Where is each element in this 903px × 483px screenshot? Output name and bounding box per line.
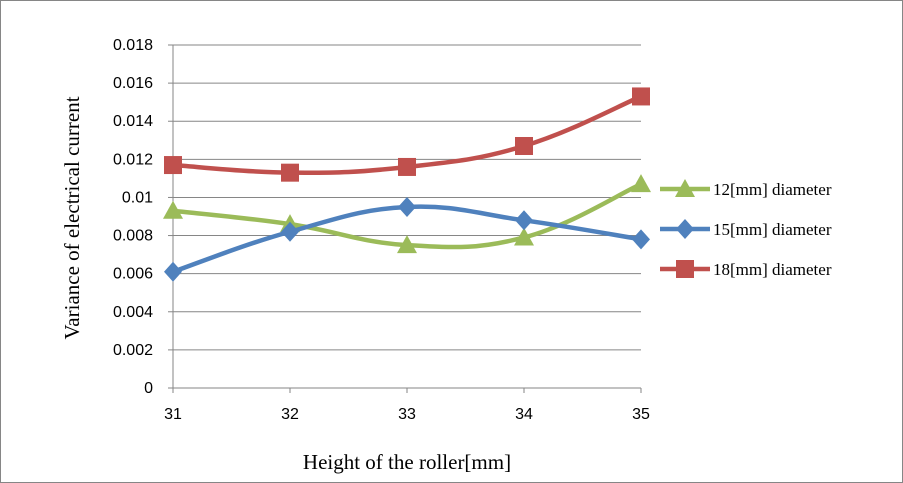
legend: 12[mm] diameter 15[mm] diameter 18[mm] dia… [660,179,832,279]
y-tick-label: 0.014 [113,113,153,130]
data-point [163,200,183,219]
y-axis-title: Variance of electrical current [60,96,84,339]
legend-marker [675,179,695,197]
data-point [164,261,182,282]
legend-label: 15[mm] diameter [713,220,832,239]
data-point [515,136,533,155]
legend-entry: 12[mm] diameter [660,179,832,199]
y-tick-label: 0.008 [113,228,153,245]
legend-marker [676,219,694,239]
y-tick-label: 0.002 [113,342,153,359]
data-point [281,163,299,182]
x-tick-label: 35 [632,406,650,423]
x-tick-labels: 31 32 33 34 35 [164,406,650,423]
x-axis-title: Height of the roller[mm] [303,450,511,474]
data-point [164,156,182,175]
y-tick-label: 0.016 [113,75,153,92]
data-point [397,235,417,254]
y-tick-label: 0.018 [113,37,153,54]
y-tick-label: 0.006 [113,266,153,283]
y-tick-labels: 0 0.002 0.004 0.006 0.008 0.01 0.012 0.014 0.016… [113,37,153,397]
data-point [514,227,534,246]
y-tick-label: 0.004 [113,304,153,321]
data-point [632,87,650,106]
data-point [281,221,299,242]
x-tick-label: 31 [164,406,182,423]
series-3 [164,87,650,182]
series-2 [164,196,650,282]
legend-label: 18[mm] diameter [713,260,832,279]
legend-label: 12[mm] diameter [713,180,832,199]
legend-entry: 15[mm] diameter [660,219,832,239]
data-point [632,229,650,250]
x-tick-label: 34 [515,406,533,423]
series-group [163,87,651,282]
data-point [398,157,416,176]
data-point [515,210,533,231]
y-tick-label: 0.012 [113,151,153,168]
data-point [398,196,416,217]
data-point [631,174,651,193]
x-tick-label: 32 [281,406,299,423]
y-tick-label: 0 [144,380,153,397]
y-tick-label: 0.01 [122,189,153,206]
legend-entry: 18[mm] diameter [660,260,832,279]
legend-marker [676,260,694,278]
x-tick-label: 33 [398,406,416,423]
